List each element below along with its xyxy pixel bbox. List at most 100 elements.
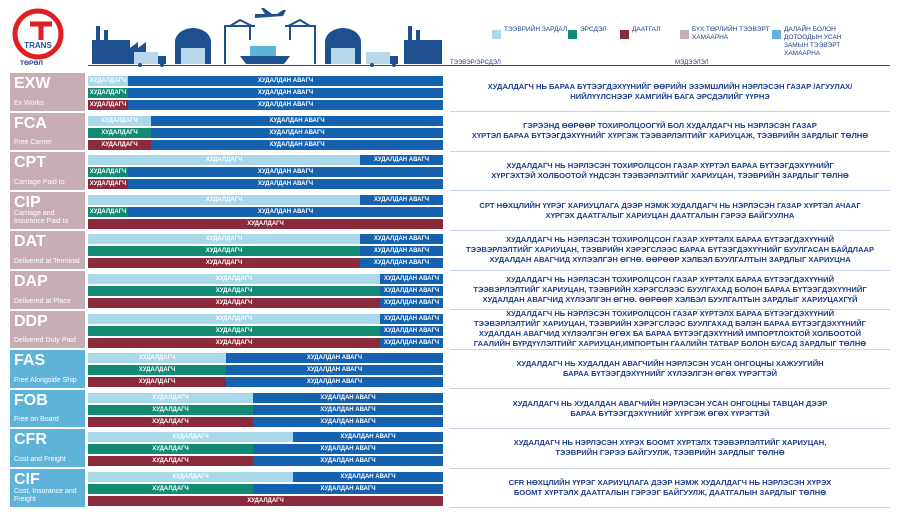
term-name: Delivered at Place bbox=[14, 297, 71, 305]
description-line: ХУДАЛДАН АВАГЧИД ХҮЛЭЭЛГЭН ӨГНӨ. ӨӨРӨӨР … bbox=[489, 255, 851, 265]
buyer-bar: ХУДАЛДАН АВАГЧ bbox=[380, 325, 443, 336]
seller-bar: ХУДАЛДАГЧ bbox=[88, 100, 128, 110]
legend-label: ТЭЭВРИЙН ЗАРДАЛ bbox=[504, 26, 568, 33]
row-divider bbox=[450, 507, 890, 509]
description-line: НИЙЛҮҮЛСНЭЭР ХАМГИЙН БАГА ЭРСДЭЛИЙГ ҮҮРН… bbox=[570, 91, 770, 101]
description-line: ТЭЭВЭРЛЭЛТИЙГ ХАРИУЦАН, ТЭЭВРИЙН ХЭРЭГСЛ… bbox=[474, 319, 866, 329]
buyer-bar: ХУДАЛДАН АВАГЧ bbox=[128, 206, 443, 217]
buyer-bar: ХУДАЛДАН АВАГЧ bbox=[253, 392, 443, 403]
buyer-bar: ХУДАЛДАН АВАГЧ bbox=[380, 313, 443, 324]
warehouse-door bbox=[331, 48, 355, 64]
term-code: CIF bbox=[14, 471, 40, 488]
buyer-bar: ХУДАЛДАН АВАГЧ bbox=[253, 444, 443, 455]
seller-bar: ХУДАЛДАГЧ bbox=[88, 139, 151, 150]
seller-bar: ХУДАЛДАГЧ bbox=[88, 115, 151, 126]
term-name: Carriage Paid to bbox=[14, 178, 65, 186]
ship bbox=[240, 56, 290, 64]
header-art: TRANS bbox=[12, 8, 890, 67]
legend-label: ДААТГАЛ bbox=[632, 26, 661, 33]
buyer-bar: ХУДАЛДАН АВАГЧ bbox=[151, 127, 443, 138]
buyer-bar: ХУДАЛДАН АВАГЧ bbox=[253, 416, 443, 427]
buyer-bar: ХУДАЛДАН АВАГЧ bbox=[360, 155, 443, 166]
term-description: ХУДАЛДАГЧ НЬ НЭРЛЭСЭН ТОХИРОЛЦСОН ГАЗАР … bbox=[450, 271, 890, 309]
term-description: CPT НӨХЦЛИЙН ҮҮРЭГ ХАРИУЦЛАГА ДЭЭР НЭМЖ … bbox=[450, 192, 890, 230]
buyer-bar: ХУДАЛДАН АВАГЧ bbox=[226, 353, 443, 364]
description-line: БАРАА БҮТЭЭГДЭХҮҮНИЙГ ХҮРГЭЖ ӨГӨХ ҮҮРЭГТ… bbox=[570, 408, 770, 418]
buyer-bar: ХУДАЛДАН АВАГЧ bbox=[253, 456, 443, 467]
row-divider bbox=[450, 388, 890, 390]
type-label: ТӨРӨЛ bbox=[20, 60, 43, 67]
seller-bar: ХУДАЛДАГЧ bbox=[88, 127, 151, 138]
legend-swatch bbox=[492, 30, 501, 39]
seller-bar: ХУДАЛДАГЧ bbox=[88, 484, 253, 494]
term-label: CFR Cost and Freight bbox=[10, 429, 85, 467]
description-line: ТЭЭВЭРЛЭЛТИЙГ ХАРИУЦАН, ТЭЭВРИЙН ХЭРЭГСЛ… bbox=[473, 284, 867, 294]
warehouse-door bbox=[181, 48, 205, 64]
term-name: Free Carrier bbox=[14, 139, 52, 147]
logo-mark bbox=[30, 21, 52, 40]
row-divider bbox=[450, 229, 890, 231]
seller-bar: ХУДАЛДАГЧ bbox=[88, 155, 360, 166]
term-description: ХУДАЛДАГЧ НЬ БАРАА БҮТЭЭГДЭХҮҮНИЙГ ӨӨРИЙ… bbox=[450, 73, 890, 111]
seller-bar: ХУДАЛДАГЧ bbox=[88, 194, 360, 205]
term-label: EXW Ex Works bbox=[10, 73, 85, 111]
row-divider bbox=[450, 111, 890, 113]
legend-swatch bbox=[568, 30, 577, 39]
term-name: Cost, Insurance and Freight bbox=[14, 487, 77, 503]
term-description: ХУДАЛДАГЧ НЬ НЭРЛЭСЭН ТОХИРОЛЦСОН ГАЗАР … bbox=[450, 152, 890, 190]
buyer-bar: ХУДАЛДАН АВАГЧ bbox=[380, 286, 443, 296]
row-divider bbox=[450, 427, 890, 429]
term-name: Ex Works bbox=[14, 99, 44, 107]
legend-label: ДАЛАЙН БОЛОН ДОТООДЫН УСАН ЗАМЫН ТЭЭВЭРТ… bbox=[784, 26, 842, 57]
seller-bar: ХУДАЛДАГЧ bbox=[88, 432, 293, 443]
term-code: CIP bbox=[14, 193, 41, 211]
buyer-bar: ХУДАЛДАН АВАГЧ bbox=[253, 484, 443, 494]
plane bbox=[255, 8, 286, 18]
term-description: ХУДАЛДАГЧ НЬ ХУДАЛДАН АВАГЧИЙН НЭРЛЭСЭН … bbox=[450, 350, 890, 388]
seller-bar: ХУДАЛДАГЧ bbox=[88, 167, 128, 178]
seller-bar: ХУДАЛДАГЧ bbox=[88, 76, 128, 86]
truck-left bbox=[134, 52, 166, 67]
term-name: Cost and Freight bbox=[14, 455, 66, 463]
description-line: ХҮРГЭХ ДААТГАЛЫГ ХАРИУЦАН ДААТГАЛЫН ГЭРЭ… bbox=[545, 210, 795, 220]
ship-cargo bbox=[250, 46, 276, 56]
term-description: ХУДАЛДАГЧ НЬ НЭРЛЭСЭН ХҮРЭХ БООМТ ХҮРТЭЛ… bbox=[450, 429, 890, 467]
term-label: DAT Delivered at Terminal bbox=[10, 231, 85, 269]
buyer-bar: ХУДАЛДАН АВАГЧ bbox=[226, 377, 443, 388]
term-label: CIF Cost, Insurance and Freight bbox=[10, 469, 85, 507]
description-line: ХУДАЛДАГЧ НЬ НЭРЛЭСЭН ТОХИРОЛЦСОН ГАЗАР … bbox=[505, 235, 835, 245]
row-divider bbox=[450, 348, 890, 350]
buyer-bar: ХУДАЛДАН АВАГЧ bbox=[293, 472, 443, 482]
seller-bar: ХУДАЛДАГЧ bbox=[88, 404, 253, 415]
term-label: CIP Carriage and Insurance Paid to bbox=[10, 191, 85, 230]
legend-swatch bbox=[680, 30, 689, 39]
buyer-bar: ХУДАЛДАН АВАГЧ bbox=[128, 76, 443, 86]
description-line: ТЭЭВЭРЛЭЛТИЙГ ХАРИУЦАН, ТЭЭВРИЙН ХЭРЭГСЛ… bbox=[465, 245, 875, 255]
term-name: Delivered Duty Paid bbox=[14, 337, 76, 345]
seller-bar: ХУДАЛДАГЧ bbox=[88, 365, 226, 376]
row-divider bbox=[450, 269, 890, 271]
buyer-bar: ХУДАЛДАН АВАГЧ bbox=[380, 274, 443, 284]
buyer-bar: ХУДАЛДАН АВАГЧ bbox=[380, 298, 443, 308]
term-label: DDP Delivered Duty Paid bbox=[10, 310, 85, 349]
logo-text: TRANS bbox=[24, 41, 52, 50]
seller-bar: ХУДАЛДАГЧ bbox=[88, 246, 360, 257]
buyer-bar: ХУДАЛДАН АВАГЧ bbox=[226, 365, 443, 376]
buyer-bar: ХУДАЛДАН АВАГЧ bbox=[360, 258, 443, 269]
seller-bar: ХУДАЛДАГЧ bbox=[88, 179, 128, 190]
description-line: ХУДАЛДАГЧ НЬ НЭРЛЭСЭН ТОХИРОЛЦСОН ГАЗАР … bbox=[506, 160, 834, 170]
row-divider bbox=[450, 467, 890, 469]
buyer-bar: ХУДАЛДАН АВАГЧ bbox=[380, 337, 443, 348]
description-line: ХҮРГЭХТЭЙ ХОЛБООТОЙ ҮНДСЭН ТЭЭВЭРЛЭЛТИЙГ… bbox=[491, 170, 849, 180]
term-description: ХУДАЛДАГЧ НЬ НЭРЛЭСЭН ТОХИРОЛЦСОН ГАЗАР … bbox=[450, 309, 890, 348]
seller-bar: ХУДАЛДАГЧ bbox=[88, 218, 443, 229]
seller-bar: ХУДАЛДАГЧ bbox=[88, 313, 380, 324]
term-description: ХУДАЛДАГЧ НЬ НЭРЛЭСЭН ТОХИРОЛЦСОН ГАЗАР … bbox=[450, 231, 890, 269]
factory-right bbox=[404, 26, 442, 64]
description-line: БООМТ ХҮРТЭЛХ ДААТГАЛЫН ГЭРЭЭГ БАЙГУУЛЖ,… bbox=[513, 487, 827, 497]
crane-right bbox=[285, 18, 316, 64]
seller-bar: ХУДАЛДАГЧ bbox=[88, 337, 380, 348]
legend-swatch bbox=[620, 30, 629, 39]
buyer-bar: ХУДАЛДАН АВАГЧ bbox=[360, 234, 443, 245]
